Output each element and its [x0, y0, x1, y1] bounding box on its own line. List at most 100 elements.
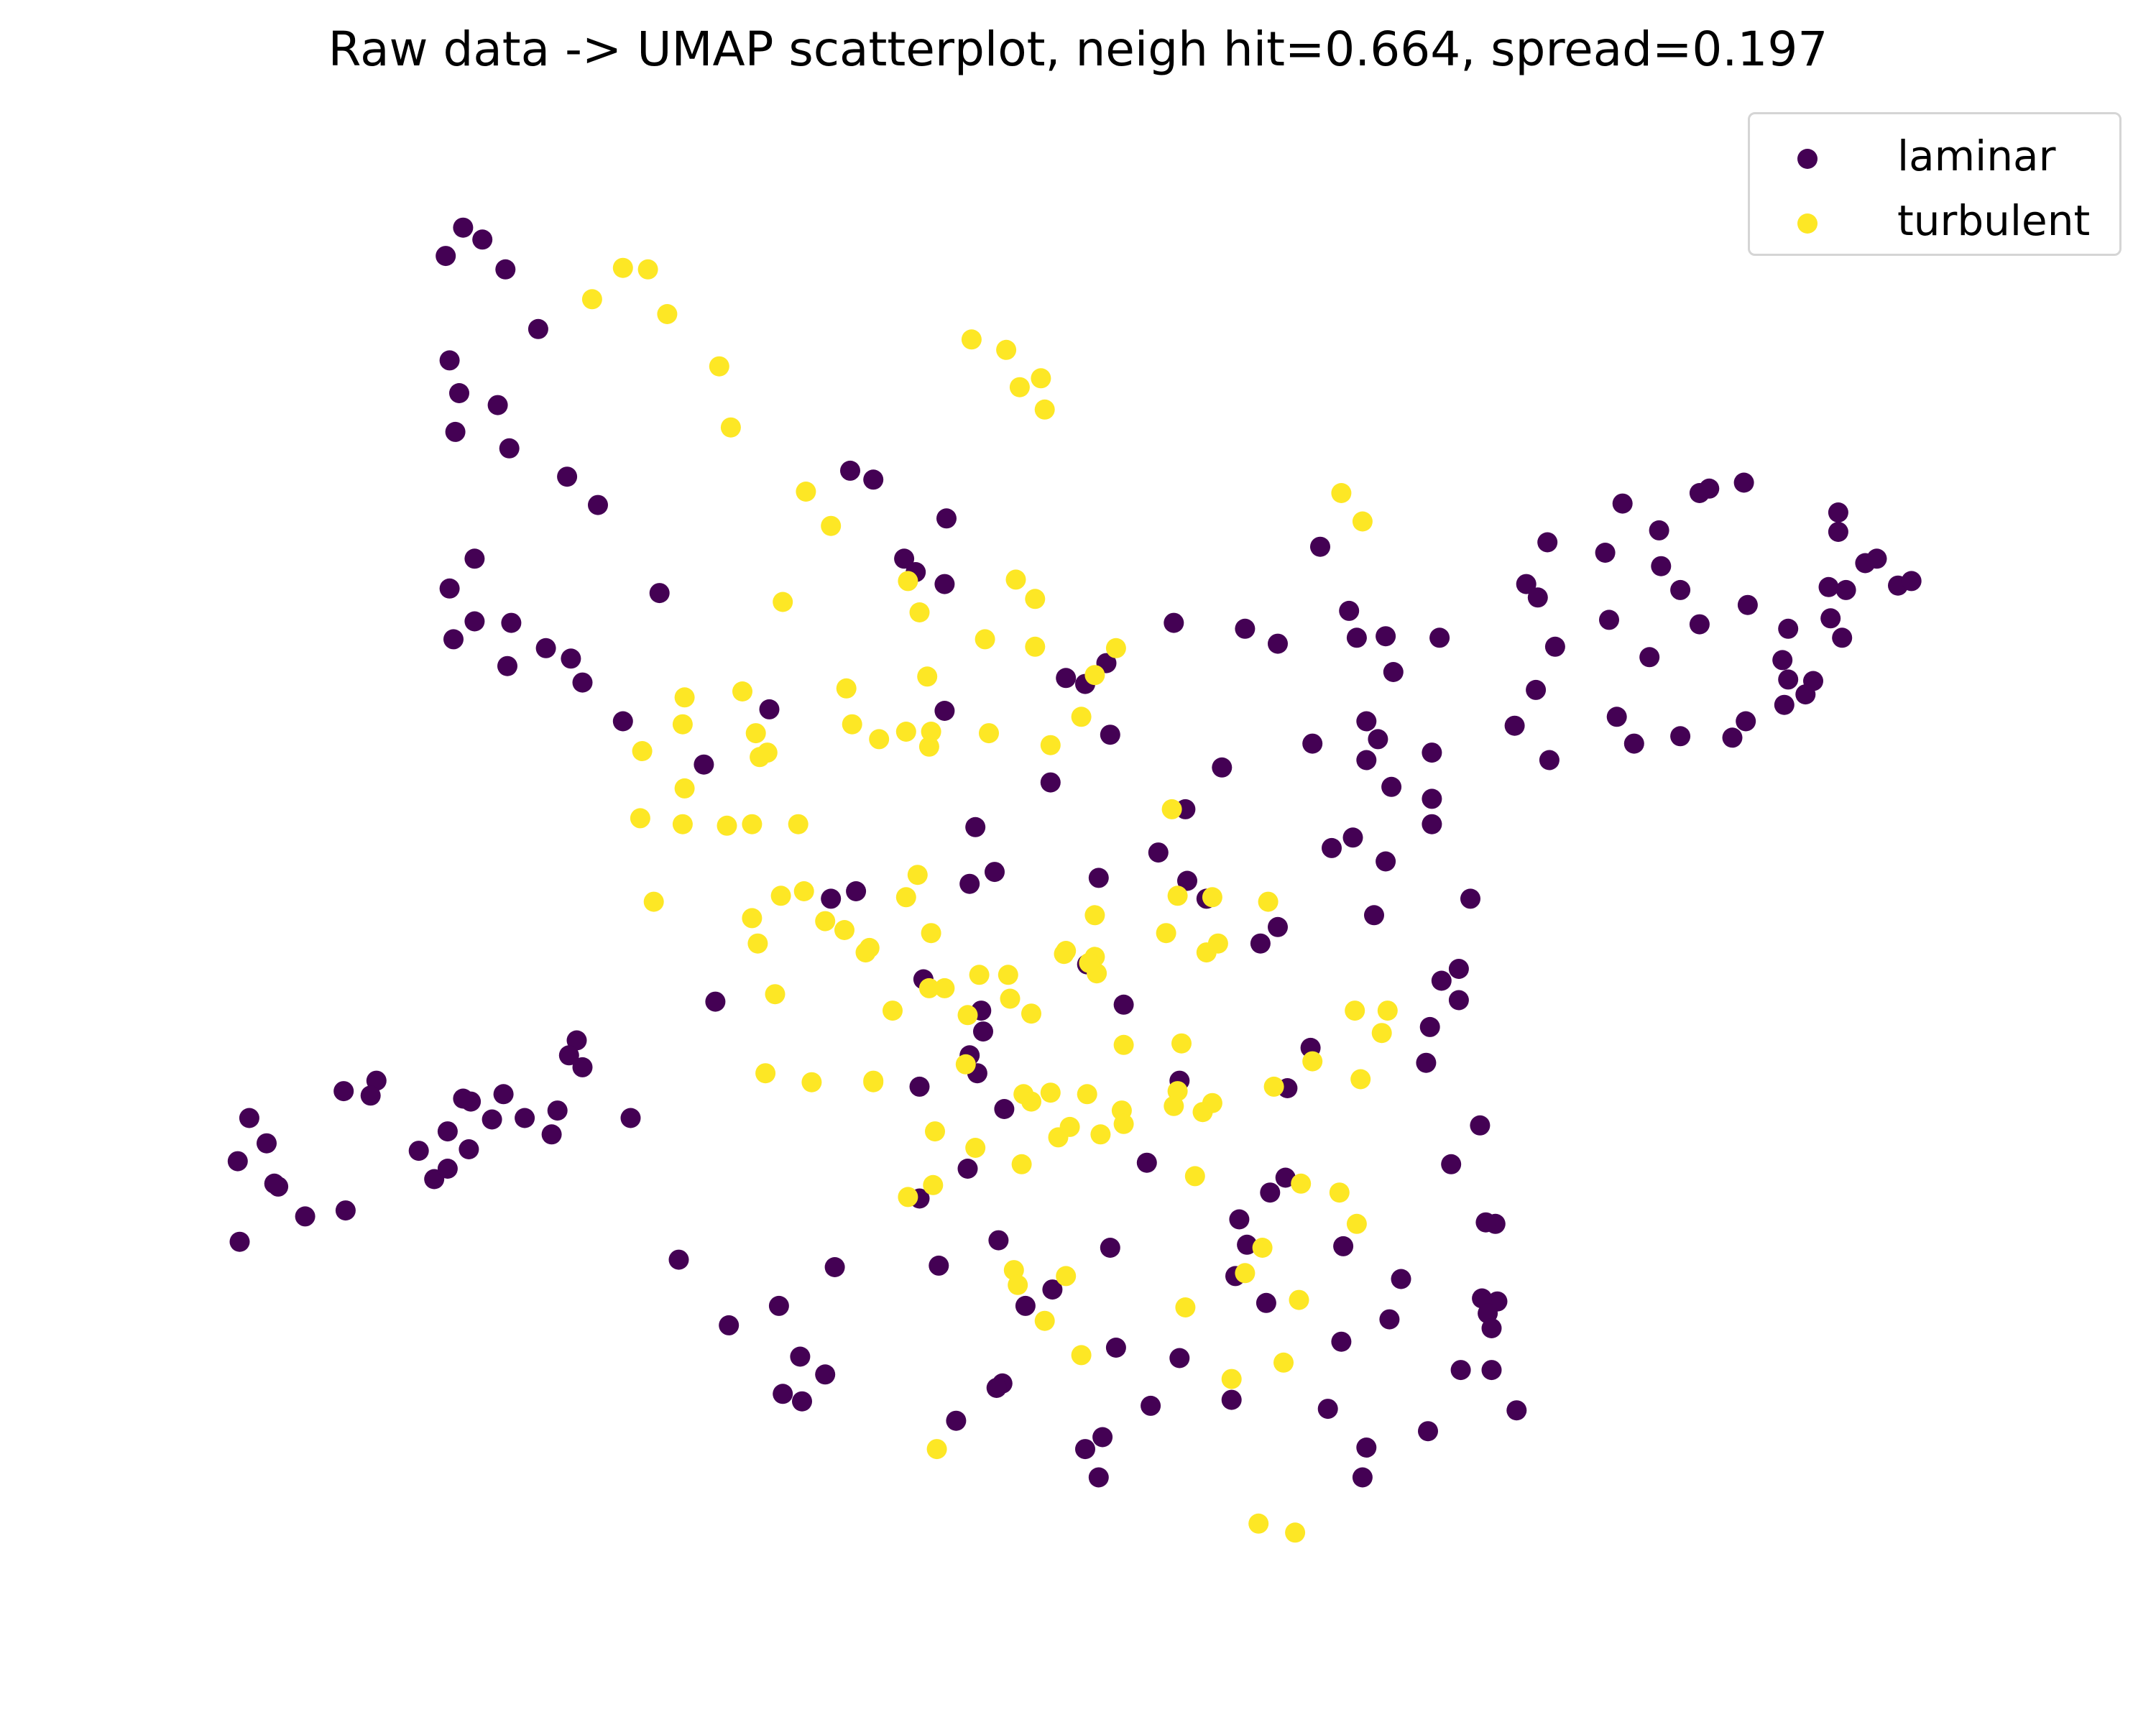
point-laminar: [1148, 842, 1169, 863]
chart-title: Raw data -> UMAP scatterplot, neigh hit=…: [328, 22, 1828, 77]
point-turbulent: [672, 714, 693, 735]
point-turbulent: [672, 814, 693, 834]
point-turbulent: [1000, 988, 1021, 1009]
point-laminar: [773, 1384, 793, 1404]
point-laminar: [1606, 707, 1627, 727]
point-laminar: [612, 711, 633, 732]
point-turbulent: [643, 891, 664, 912]
point-laminar: [824, 1257, 845, 1277]
point-laminar: [1537, 532, 1558, 553]
point-turbulent: [918, 736, 939, 757]
point-laminar: [436, 246, 456, 267]
point-turbulent: [773, 592, 793, 612]
point-turbulent: [1090, 1124, 1111, 1145]
point-laminar: [1268, 916, 1288, 937]
point-turbulent: [918, 978, 939, 998]
point-laminar: [1105, 1338, 1126, 1358]
point-turbulent: [1184, 1166, 1205, 1187]
point-laminar: [1376, 851, 1396, 872]
point-turbulent: [1005, 569, 1026, 590]
point-turbulent: [742, 908, 763, 929]
point-laminar: [1164, 612, 1184, 633]
point-turbulent: [1175, 1297, 1196, 1317]
point-laminar: [1419, 1016, 1440, 1037]
point-laminar: [1391, 1269, 1411, 1289]
point-turbulent: [1021, 1091, 1041, 1112]
point-laminar: [408, 1141, 429, 1162]
point-laminar: [1431, 970, 1452, 991]
point-laminar: [1356, 711, 1377, 732]
point-laminar: [1015, 1295, 1036, 1316]
point-laminar: [547, 1100, 568, 1121]
point-turbulent: [836, 678, 857, 699]
point-turbulent: [815, 911, 836, 932]
point-turbulent: [1071, 1345, 1092, 1366]
point-turbulent: [1352, 511, 1373, 532]
point-turbulent: [657, 304, 678, 324]
point-laminar: [934, 574, 955, 594]
point-turbulent: [630, 808, 650, 829]
point-turbulent: [1258, 891, 1279, 912]
point-turbulent: [1329, 1182, 1350, 1203]
point-turbulent: [1040, 1082, 1061, 1103]
point-laminar: [1475, 1212, 1496, 1233]
point-laminar: [1670, 726, 1691, 747]
point-turbulent: [1350, 1069, 1371, 1090]
point-laminar: [572, 672, 593, 693]
point-laminar: [1901, 571, 1922, 592]
point-turbulent: [842, 714, 862, 735]
point-laminar: [1352, 1467, 1373, 1488]
point-laminar: [821, 888, 842, 909]
point-turbulent: [637, 259, 658, 280]
point-turbulent: [834, 920, 854, 940]
point-laminar: [768, 1295, 789, 1316]
legend-item-laminar: laminar: [1750, 130, 2119, 188]
point-laminar: [1379, 1309, 1400, 1330]
point-turbulent: [1084, 905, 1105, 926]
point-laminar: [464, 611, 485, 632]
point-laminar: [1169, 1348, 1190, 1368]
point-turbulent: [770, 886, 791, 906]
point-turbulent: [1059, 1116, 1080, 1137]
point-laminar: [239, 1108, 259, 1128]
point-laminar: [1237, 1234, 1258, 1255]
point-laminar: [1818, 576, 1839, 597]
point-turbulent: [926, 1439, 947, 1460]
point-laminar: [482, 1109, 502, 1130]
point-turbulent: [1289, 1289, 1309, 1310]
point-laminar: [229, 1231, 250, 1252]
point-laminar: [566, 1030, 587, 1051]
point-laminar: [360, 1085, 381, 1106]
point-laminar: [1317, 1399, 1338, 1420]
point-laminar: [1450, 1360, 1471, 1381]
legend-label-laminar: laminar: [1897, 132, 2056, 180]
point-turbulent: [1291, 1173, 1312, 1194]
point-laminar: [1612, 493, 1633, 514]
point-laminar: [1828, 502, 1848, 523]
point-laminar: [973, 1021, 993, 1042]
point-laminar: [1651, 556, 1672, 576]
point-laminar: [1212, 757, 1233, 778]
point-turbulent: [921, 722, 941, 742]
point-laminar: [1383, 662, 1404, 682]
point-laminar: [1736, 711, 1756, 732]
point-laminar: [1113, 994, 1134, 1015]
point-turbulent: [863, 1070, 884, 1091]
point-laminar: [443, 629, 464, 650]
point-laminar: [1381, 776, 1402, 797]
point-turbulent: [998, 965, 1018, 985]
point-turbulent: [909, 602, 930, 622]
point-turbulent: [1105, 638, 1126, 658]
point-laminar: [1088, 1467, 1109, 1488]
point-turbulent: [1371, 1023, 1392, 1044]
point-laminar: [515, 1108, 535, 1128]
point-turbulent: [1156, 923, 1176, 944]
point-laminar: [1092, 1427, 1113, 1448]
point-laminar: [1331, 1331, 1352, 1352]
point-laminar: [1229, 1209, 1250, 1230]
point-laminar: [1100, 1238, 1120, 1258]
point-laminar: [459, 1139, 479, 1159]
point-turbulent: [895, 722, 916, 742]
point-laminar: [1866, 548, 1887, 569]
point-laminar: [1733, 472, 1754, 493]
